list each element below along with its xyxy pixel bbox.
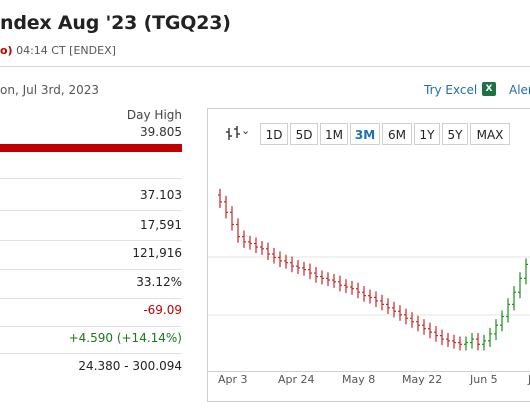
ohlc-bar bbox=[356, 282, 360, 299]
ohlc-bar bbox=[506, 298, 510, 323]
row-divider bbox=[0, 269, 182, 270]
ohlc-bar bbox=[332, 273, 336, 288]
ohlc-bar bbox=[326, 272, 330, 287]
row-divider bbox=[0, 353, 182, 354]
range-1d-button[interactable]: 1D bbox=[260, 123, 288, 145]
ohlc-bar bbox=[452, 334, 456, 349]
ohlc-bar bbox=[404, 308, 408, 325]
ohlc-bar bbox=[272, 247, 276, 264]
ohlc-bar bbox=[422, 319, 426, 335]
ohlc-bar bbox=[230, 206, 234, 231]
x-axis-label: J bbox=[528, 373, 530, 386]
ohlc-bar bbox=[380, 294, 384, 311]
chevron-down-icon[interactable]: ⌄ bbox=[241, 124, 251, 137]
range-1m-button[interactable]: 1M bbox=[320, 123, 348, 145]
page-title: ndex Aug '23 (TGQ23) bbox=[0, 12, 231, 34]
x-axis-line bbox=[208, 371, 530, 372]
ohlc-bar bbox=[476, 333, 480, 351]
ohlc-bar bbox=[338, 275, 342, 292]
quote-timestamp: 04:14 CT [ENDEX] bbox=[16, 44, 116, 57]
row-divider bbox=[0, 326, 182, 327]
ohlc-bar bbox=[434, 326, 438, 342]
range-max-button[interactable]: MAX bbox=[470, 123, 510, 145]
change-fragment: o) bbox=[0, 44, 13, 57]
ohlc-bar bbox=[512, 286, 516, 311]
day-range-bar bbox=[0, 144, 182, 152]
alerts-link[interactable]: Aler bbox=[509, 83, 530, 97]
row-divider bbox=[0, 298, 182, 299]
stat-value: 17,591 bbox=[140, 218, 182, 232]
header-divider bbox=[0, 66, 530, 67]
chart-type-icon[interactable] bbox=[224, 124, 250, 144]
x-axis-label: Jun 5 bbox=[470, 373, 498, 386]
x-axis-label: Apr 24 bbox=[278, 373, 315, 386]
ohlc-bar bbox=[482, 334, 486, 351]
stat-value: 24.380 - 300.094 bbox=[78, 359, 182, 373]
range-5d-button[interactable]: 5D bbox=[290, 123, 318, 145]
day-high-label: Day High bbox=[126, 108, 182, 122]
ohlc-bar bbox=[518, 272, 522, 299]
range-5y-button[interactable]: 5Y bbox=[442, 123, 468, 145]
quote-subline: o) 04:14 CT [ENDEX] bbox=[0, 44, 116, 57]
ohlc-bar bbox=[446, 333, 450, 347]
ohlc-bar bbox=[362, 286, 366, 302]
ohlc-bar bbox=[440, 329, 444, 346]
ohlc-bar bbox=[398, 305, 402, 321]
ohlc-bar bbox=[242, 230, 246, 248]
ohlc-bar bbox=[428, 322, 432, 339]
ohlc-bar bbox=[290, 256, 294, 273]
try-excel-link[interactable]: Try Excel bbox=[424, 83, 478, 97]
x-axis-label: May 22 bbox=[402, 373, 443, 386]
x-axis-label: May 8 bbox=[342, 373, 376, 386]
ohlc-bar bbox=[314, 267, 318, 283]
ohlc-bar bbox=[284, 254, 288, 269]
ohlc-bar bbox=[386, 298, 390, 314]
row-divider bbox=[0, 178, 182, 179]
range-1y-button[interactable]: 1Y bbox=[414, 123, 440, 145]
ohlc-bar bbox=[350, 280, 354, 295]
ohlc-bar bbox=[368, 289, 372, 304]
ohlc-bar bbox=[344, 279, 348, 294]
row-divider bbox=[0, 240, 182, 241]
ohlc-bar bbox=[266, 242, 270, 261]
ohlc-bar bbox=[410, 312, 414, 328]
ohlc-bar bbox=[392, 301, 396, 318]
ohlc-bar bbox=[464, 336, 468, 351]
chart-panel: ⌄ 1D 5D 1M 3M 6M 1Y 5Y MAX Apr 3 Apr 24 … bbox=[207, 108, 530, 402]
stat-value: +4.590 (+14.14%) bbox=[68, 331, 182, 345]
ohlc-bar bbox=[296, 260, 300, 274]
x-axis-label: Apr 3 bbox=[218, 373, 248, 386]
ohlc-bar bbox=[458, 336, 462, 351]
excel-icon[interactable]: X bbox=[482, 82, 496, 96]
range-3m-button[interactable]: 3M bbox=[350, 123, 380, 145]
stat-value: 37.103 bbox=[140, 188, 182, 202]
ohlc-bar bbox=[470, 333, 474, 349]
ohlc-bar bbox=[500, 310, 504, 332]
ohlc-bar bbox=[302, 261, 306, 276]
ohlc-bar bbox=[494, 319, 498, 340]
ohlc-bar bbox=[218, 188, 222, 208]
quote-date: on, Jul 3rd, 2023 bbox=[0, 83, 100, 97]
ohlc-bar bbox=[488, 327, 492, 347]
ohlc-bar bbox=[308, 263, 312, 280]
price-chart-plot[interactable] bbox=[208, 173, 530, 373]
ohlc-bar bbox=[260, 240, 264, 255]
ohlc-bar bbox=[416, 315, 420, 332]
range-6m-button[interactable]: 6M bbox=[382, 123, 412, 145]
ohlc-bar bbox=[224, 195, 228, 219]
stat-value: 33.12% bbox=[136, 275, 182, 289]
ohlc-bar bbox=[278, 251, 282, 268]
stat-value: 121,916 bbox=[132, 246, 182, 260]
ohlc-bar bbox=[320, 270, 324, 285]
ohlc-bar bbox=[236, 218, 240, 243]
ohlc-bar bbox=[374, 291, 378, 307]
row-divider bbox=[0, 210, 182, 211]
ohlc-bar bbox=[248, 235, 252, 250]
ohlc-bar bbox=[524, 258, 528, 285]
ohlc-bar bbox=[254, 237, 258, 254]
stat-value: -69.09 bbox=[143, 303, 182, 317]
day-high-value: 39.805 bbox=[140, 125, 182, 139]
